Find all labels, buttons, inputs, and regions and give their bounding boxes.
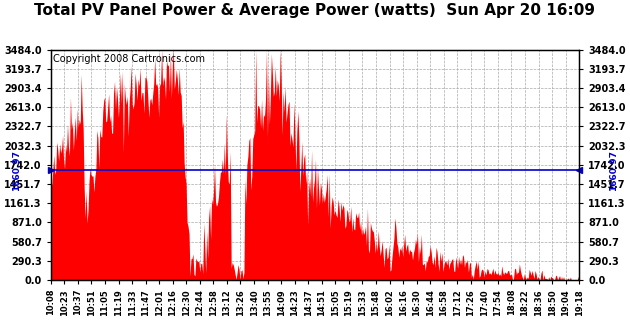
Text: Total PV Panel Power & Average Power (watts)  Sun Apr 20 16:09: Total PV Panel Power & Average Power (wa…: [35, 3, 595, 18]
Text: 1660.97: 1660.97: [12, 150, 21, 191]
Text: 1660.97: 1660.97: [609, 150, 618, 191]
Text: Copyright 2008 Cartronics.com: Copyright 2008 Cartronics.com: [54, 54, 205, 64]
